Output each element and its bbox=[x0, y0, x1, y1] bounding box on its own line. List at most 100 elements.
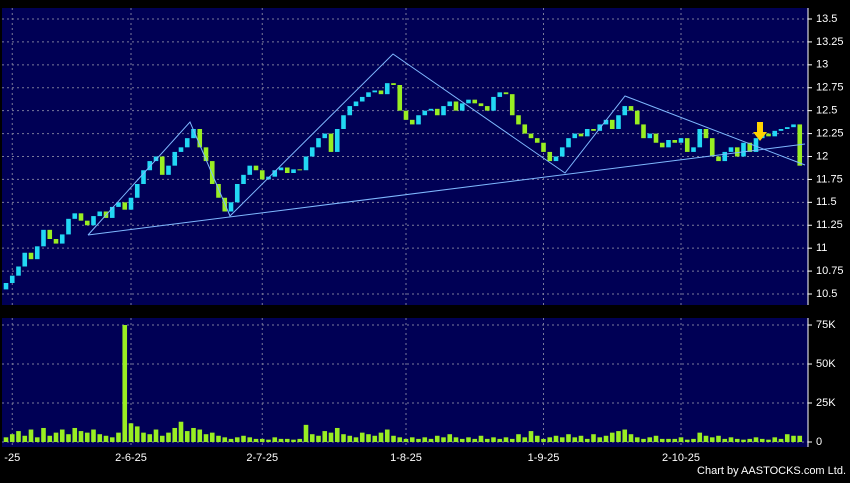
candle bbox=[166, 165, 171, 175]
volume-bar bbox=[91, 429, 96, 443]
volume-bar bbox=[622, 429, 628, 443]
y-tick-label: 13 bbox=[816, 59, 828, 71]
x-tick-label: -25 bbox=[4, 452, 20, 464]
volume-bar bbox=[578, 435, 584, 443]
volume-bar bbox=[234, 437, 240, 443]
y-tick-label: 12 bbox=[816, 150, 828, 162]
x-tick-label: 1-9-25 bbox=[528, 452, 560, 464]
volume-bar bbox=[753, 437, 759, 443]
volume-bar bbox=[247, 437, 253, 443]
volume-bar bbox=[616, 431, 621, 443]
y-tick-label: 11.25 bbox=[816, 219, 843, 231]
candle bbox=[728, 147, 734, 152]
volume-bar bbox=[41, 427, 46, 443]
trendlines bbox=[87, 53, 806, 236]
volume-bar bbox=[666, 438, 671, 443]
volume-bar bbox=[728, 437, 734, 443]
candle bbox=[497, 92, 503, 97]
volume-bar bbox=[78, 431, 84, 443]
volume-bar bbox=[284, 438, 290, 443]
candle bbox=[603, 119, 609, 125]
volume-bar bbox=[759, 438, 765, 443]
volume-bar bbox=[741, 439, 746, 443]
volume-bar bbox=[391, 435, 396, 443]
candle bbox=[159, 156, 165, 175]
volume-bar bbox=[66, 434, 71, 443]
volume-bar bbox=[159, 435, 165, 443]
candle bbox=[534, 138, 540, 143]
volume-bar bbox=[641, 438, 646, 443]
volume-bar bbox=[416, 438, 421, 443]
volume-bar bbox=[172, 427, 178, 443]
candle bbox=[722, 151, 728, 162]
volume-bar bbox=[53, 432, 59, 443]
volume-bar bbox=[484, 438, 490, 443]
volume-bar bbox=[784, 434, 790, 443]
support-line bbox=[87, 143, 806, 236]
volume-bar bbox=[97, 434, 103, 443]
candle bbox=[434, 108, 440, 116]
candle bbox=[322, 133, 328, 139]
volume-bar bbox=[366, 434, 371, 443]
candle bbox=[578, 133, 584, 137]
candle bbox=[516, 115, 521, 125]
candle bbox=[766, 133, 771, 137]
candle bbox=[203, 147, 209, 162]
volume-bar bbox=[466, 437, 471, 443]
candle bbox=[616, 115, 621, 129]
volume-bar bbox=[184, 431, 190, 443]
candle bbox=[247, 165, 253, 175]
volume-bar bbox=[628, 434, 634, 443]
volume-bar bbox=[9, 434, 15, 443]
volume-bar bbox=[778, 438, 784, 443]
candle bbox=[653, 133, 659, 143]
candle bbox=[553, 156, 559, 162]
candle bbox=[153, 156, 159, 162]
volume-bar bbox=[3, 437, 9, 443]
candle bbox=[703, 129, 709, 139]
candle bbox=[716, 156, 721, 162]
x-tick-label: 2-10-25 bbox=[662, 452, 700, 464]
volume-bar bbox=[47, 435, 53, 443]
candle bbox=[347, 106, 353, 116]
candle bbox=[216, 184, 221, 198]
candle bbox=[91, 216, 96, 226]
candle bbox=[16, 266, 21, 276]
candle bbox=[778, 129, 784, 131]
volume-bar bbox=[403, 438, 409, 443]
volume-bar bbox=[316, 435, 321, 443]
candle bbox=[253, 165, 259, 171]
volume-bar bbox=[28, 429, 34, 443]
credit: Chart by AASTOCKS.com Ltd. bbox=[697, 465, 846, 477]
candle bbox=[184, 138, 190, 148]
volume-bar bbox=[303, 424, 309, 443]
volume-bar bbox=[141, 432, 146, 443]
candle bbox=[128, 197, 134, 210]
volume-bar bbox=[309, 434, 315, 443]
volume-bar bbox=[609, 432, 615, 443]
candle bbox=[541, 142, 546, 152]
candle bbox=[691, 147, 696, 152]
y-tick-label: 0 bbox=[816, 436, 822, 448]
candle bbox=[72, 213, 78, 219]
signal-arrow bbox=[753, 122, 767, 141]
volume-bar bbox=[191, 427, 196, 443]
candle bbox=[422, 110, 428, 116]
candle bbox=[297, 169, 303, 171]
candle bbox=[547, 151, 553, 162]
candle bbox=[441, 106, 446, 116]
candle bbox=[428, 108, 434, 111]
volume-bar bbox=[153, 429, 159, 443]
candle bbox=[97, 211, 103, 217]
candle bbox=[528, 133, 534, 139]
candle bbox=[572, 133, 578, 139]
candle bbox=[47, 229, 53, 239]
candle bbox=[784, 127, 790, 129]
volume-bar bbox=[634, 437, 640, 443]
volume-bar bbox=[197, 429, 203, 443]
candle bbox=[278, 167, 284, 171]
volume-bar bbox=[122, 325, 128, 443]
volume-bar bbox=[347, 435, 353, 443]
candle bbox=[409, 119, 415, 125]
volume-bar bbox=[553, 435, 559, 443]
